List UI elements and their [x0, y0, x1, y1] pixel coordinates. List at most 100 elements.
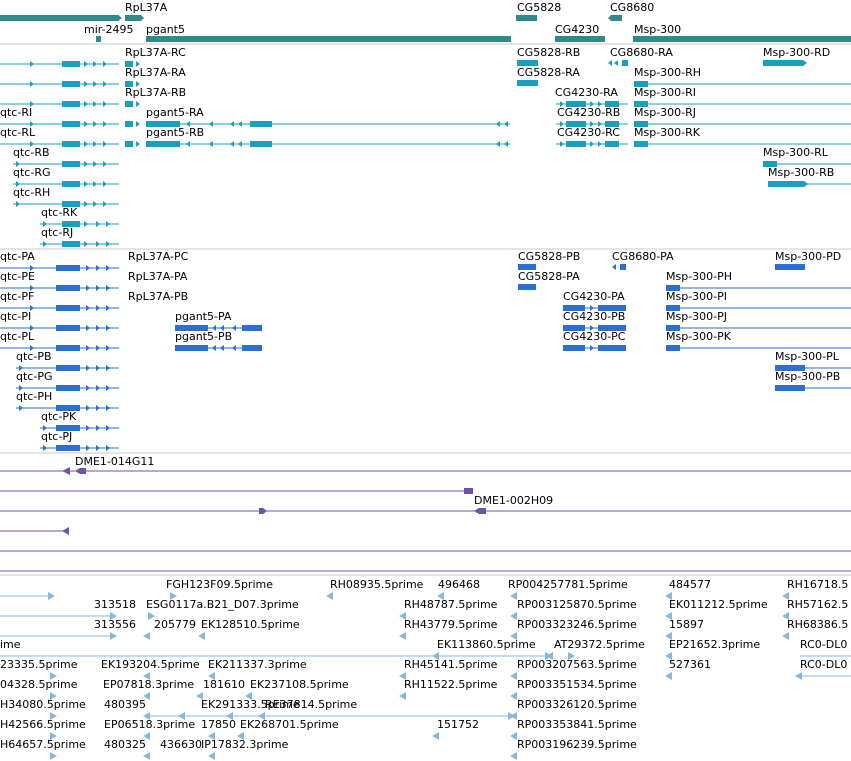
strand-arrow-right[interactable]: [86, 445, 90, 451]
feature-label-qtc-pi[interactable]: qtc-PI: [0, 310, 32, 323]
strand-arrow-right[interactable]: [43, 241, 47, 247]
strand-arrow-right[interactable]: [19, 365, 23, 371]
strand-arrow-right[interactable]: [590, 305, 594, 311]
strand-arrow-right[interactable]: [30, 345, 34, 351]
exon-block[interactable]: [634, 141, 648, 147]
strand-arrow-right[interactable]: [19, 405, 23, 411]
feature-label-qtc-pj[interactable]: qtc-PJ: [41, 430, 73, 443]
exon-block[interactable]: [622, 60, 628, 66]
feature-label-ek193204-5prime[interactable]: EK193204.5prime: [101, 658, 200, 671]
feature-label-ek237108-5prime[interactable]: EK237108.5prime: [250, 678, 349, 691]
exon-block[interactable]: [125, 81, 133, 87]
strand-arrow-right[interactable]: [106, 285, 110, 291]
feature-label-ek113860-5prime[interactable]: EK113860.5prime: [437, 638, 536, 651]
feature-label-h42566-5prime[interactable]: H42566.5prime: [0, 718, 86, 731]
exon-block[interactable]: [56, 325, 80, 331]
strand-arrow-right[interactable]: [560, 101, 564, 107]
feature-label-rh57162-5[interactable]: RH57162.5: [787, 598, 849, 611]
feature-label-cg8680-pa[interactable]: CG8680-PA: [612, 250, 674, 263]
feature-label-cg5828-rb[interactable]: CG5828-RB: [517, 46, 581, 59]
feature-label-cg5828-pa[interactable]: CG5828-PA: [518, 270, 580, 283]
exon-block[interactable]: [175, 325, 208, 331]
cdna-arrow-right[interactable]: [110, 612, 117, 620]
cdna-arrow-left[interactable]: [510, 632, 517, 640]
strand-arrow-right[interactable]: [96, 445, 100, 451]
exon-block[interactable]: [775, 385, 805, 391]
exon-block[interactable]: [634, 101, 648, 107]
strand-arrow-left[interactable]: [612, 264, 616, 270]
feature-label-313518[interactable]: 313518: [94, 598, 136, 611]
cdna-arrow-left[interactable]: [143, 732, 150, 740]
feature-label-qtc-ph[interactable]: qtc-PH: [16, 390, 53, 403]
strand-arrow-right[interactable]: [118, 15, 122, 21]
strand-arrow-right[interactable]: [803, 60, 807, 66]
feature-label-rp003326120-5prime[interactable]: RP003326120.5prime: [517, 698, 637, 711]
strand-arrow-right[interactable]: [590, 325, 594, 331]
strand-arrow-right[interactable]: [103, 81, 107, 87]
cdna-arrow-left[interactable]: [143, 712, 150, 720]
cdna-arrow-left[interactable]: [665, 632, 672, 640]
strand-arrow-right[interactable]: [590, 141, 594, 147]
feature-label-17850[interactable]: 17850: [201, 718, 236, 731]
feature-label-rpl37a-rb[interactable]: RpL37A-RB: [125, 86, 187, 99]
strand-arrow-right[interactable]: [84, 221, 88, 227]
exon-block[interactable]: [666, 305, 680, 311]
strand-arrow-right[interactable]: [86, 385, 90, 391]
strand-arrow-right[interactable]: [86, 365, 90, 371]
feature-label-436630[interactable]: 436630: [160, 738, 202, 751]
strand-arrow-right[interactable]: [96, 365, 100, 371]
strand-arrow-right[interactable]: [103, 201, 107, 207]
feature-label-313556[interactable]: 313556: [94, 618, 136, 631]
exon-block[interactable]: [250, 141, 272, 147]
feature-label-cg8680-ra[interactable]: CG8680-RA: [610, 46, 673, 59]
feature-label-cg5828-pb[interactable]: CG5828-PB: [518, 250, 581, 263]
est-block[interactable]: [474, 508, 486, 514]
exon-block[interactable]: [62, 181, 80, 187]
strand-arrow-left[interactable]: [220, 325, 224, 331]
exon-block[interactable]: [763, 161, 777, 167]
cdna-arrow-left[interactable]: [782, 612, 789, 620]
feature-label-rc0-dl0[interactable]: RC0-DL0: [800, 658, 848, 671]
cdna-arrow-left[interactable]: [510, 692, 517, 700]
strand-arrow-right[interactable]: [93, 81, 97, 87]
feature-label-ep06518-3prime[interactable]: EP06518.3prime: [104, 718, 196, 731]
strand-arrow-right[interactable]: [93, 101, 97, 107]
strand-arrow-right[interactable]: [106, 445, 110, 451]
exon-block[interactable]: [125, 121, 133, 127]
feature-label-rh43779-5prime[interactable]: RH43779.5prime: [404, 618, 498, 631]
strand-arrow-right[interactable]: [136, 121, 140, 127]
feature-label-msp-300-ri[interactable]: Msp-300-RI: [634, 86, 697, 99]
exon-block[interactable]: [56, 345, 80, 351]
strand-arrow-right[interactable]: [84, 181, 88, 187]
feature-label-fgh123f09-5prime[interactable]: FGH123F09.5prime: [166, 578, 273, 591]
exon-block[interactable]: [56, 425, 80, 431]
strand-arrow-right[interactable]: [84, 101, 88, 107]
feature-label-rp003207563-5prime[interactable]: RP003207563.5prime: [517, 658, 637, 671]
exon-block[interactable]: [242, 345, 262, 351]
feature-label-527361[interactable]: 527361: [669, 658, 711, 671]
cdna-arrow-right[interactable]: [50, 732, 57, 740]
feature-label-cg4230-pb[interactable]: CG4230-PB: [563, 310, 626, 323]
strand-arrow-right[interactable]: [16, 201, 20, 207]
feature-label-qtc-pa[interactable]: qtc-PA: [0, 250, 35, 263]
cdna-arrow-left[interactable]: [665, 612, 672, 620]
strand-arrow-right[interactable]: [598, 121, 602, 127]
strand-arrow-right[interactable]: [106, 345, 110, 351]
strand-arrow-right[interactable]: [93, 61, 97, 67]
strand-arrow-right[interactable]: [19, 385, 23, 391]
strand-arrow-right[interactable]: [84, 141, 88, 147]
strand-arrow-left[interactable]: [238, 121, 242, 127]
strand-arrow-left[interactable]: [209, 121, 213, 127]
strand-arrow-right[interactable]: [103, 161, 107, 167]
strand-arrow-left[interactable]: [186, 141, 190, 147]
feature-label-rh45141-5prime[interactable]: RH45141.5prime: [404, 658, 498, 671]
feature-label-cg5828-ra[interactable]: CG5828-RA: [517, 66, 580, 79]
exon-block[interactable]: [775, 264, 805, 270]
exon-block[interactable]: [62, 221, 80, 227]
strand-arrow-left[interactable]: [220, 345, 224, 351]
feature-label-qtc-pg[interactable]: qtc-PG: [16, 370, 53, 383]
exon-block[interactable]: [62, 241, 80, 247]
cdna-arrow-left[interactable]: [143, 672, 150, 680]
feature-label-qtc-ri[interactable]: qtc-RI: [0, 106, 33, 119]
